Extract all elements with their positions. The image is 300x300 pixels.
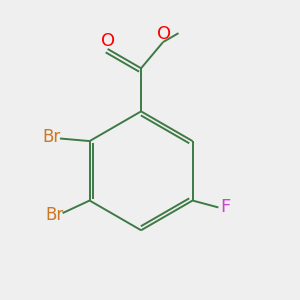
Text: O: O [100,32,115,50]
Text: O: O [158,25,172,43]
Text: Br: Br [43,128,61,146]
Text: Br: Br [45,206,64,224]
Text: F: F [220,199,230,217]
